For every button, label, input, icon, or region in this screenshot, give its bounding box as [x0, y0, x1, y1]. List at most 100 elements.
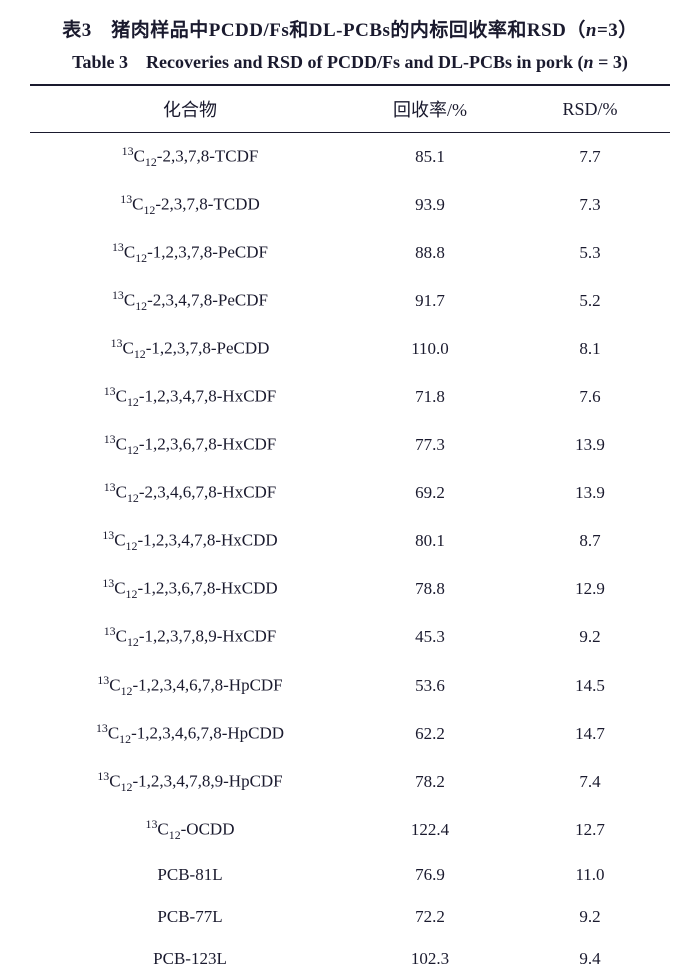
isotope-mass: 13	[96, 721, 108, 735]
isotope-element: C	[116, 627, 127, 646]
compound-suffix: -2,3,7,8-TCDD	[155, 195, 259, 214]
compound-suffix: -2,3,7,8-TCDF	[157, 147, 259, 166]
table-row: 13C12-2,3,7,8-TCDD93.97.3	[30, 181, 670, 229]
isotope-mass: 13	[112, 288, 124, 302]
cell-compound: 13C12-2,3,4,7,8-PeCDF	[30, 277, 350, 325]
caption-zh-text: 猪肉样品中PCDD/Fs和DL-PCBs的内标回收率和RSD（	[111, 20, 586, 41]
compound-suffix: -OCDD	[181, 819, 235, 838]
isotope-mass: 13	[112, 240, 124, 254]
table-row: 13C12-1,2,3,7,8-PeCDD110.08.1	[30, 325, 670, 373]
isotope-element: C	[114, 531, 125, 550]
isotope-element: C	[124, 291, 135, 310]
cell-recovery: 69.2	[350, 469, 510, 517]
cell-rsd: 8.7	[510, 517, 670, 565]
cell-compound: 13C12-1,2,3,7,8,9-HxCDF	[30, 613, 350, 661]
caption-zh-label: 表3	[62, 20, 92, 41]
cell-compound: 13C12-1,2,3,6,7,8-HxCDF	[30, 421, 350, 469]
cell-recovery: 53.6	[350, 662, 510, 710]
table-row: 13C12-1,2,3,4,6,7,8-HpCDF53.614.5	[30, 662, 670, 710]
cell-recovery: 80.1	[350, 517, 510, 565]
isotope-count: 12	[121, 684, 133, 698]
isotope-element: C	[122, 339, 133, 358]
isotope-element: C	[109, 771, 120, 790]
compound-suffix: -1,2,3,4,7,8,9-HpCDF	[132, 771, 282, 790]
isotope-count: 12	[126, 539, 138, 553]
cell-compound: 13C12-1,2,3,4,6,7,8-HpCDD	[30, 710, 350, 758]
table-row: 13C12-2,3,7,8-TCDF85.17.7	[30, 133, 670, 182]
isotope-count: 12	[145, 155, 157, 169]
table-row: 13C12-1,2,3,4,7,8-HxCDF71.87.6	[30, 373, 670, 421]
cell-compound: PCB-81L	[30, 854, 350, 896]
caption-zh-n: n	[586, 20, 597, 41]
cell-rsd: 14.7	[510, 710, 670, 758]
cell-rsd: 12.7	[510, 806, 670, 854]
isotope-element: C	[114, 579, 125, 598]
table-row: 13C12-1,2,3,6,7,8-HxCDD78.812.9	[30, 565, 670, 613]
cell-rsd: 7.7	[510, 133, 670, 182]
cell-compound: 13C12-1,2,3,7,8-PeCDD	[30, 325, 350, 373]
cell-recovery: 78.8	[350, 565, 510, 613]
cell-recovery: 91.7	[350, 277, 510, 325]
cell-compound: 13C12-1,2,3,6,7,8-HxCDD	[30, 565, 350, 613]
cell-recovery: 76.9	[350, 854, 510, 896]
cell-recovery: 85.1	[350, 133, 510, 182]
isotope-count: 12	[127, 636, 139, 650]
header-rsd: RSD/%	[510, 85, 670, 133]
cell-recovery: 93.9	[350, 181, 510, 229]
recovery-table: 化合物 回收率/% RSD/% 13C12-2,3,7,8-TCDF85.17.…	[30, 84, 670, 980]
compound-suffix: -1,2,3,7,8-PeCDD	[146, 339, 270, 358]
isotope-mass: 13	[104, 384, 116, 398]
cell-recovery: 122.4	[350, 806, 510, 854]
isotope-count: 12	[121, 780, 133, 794]
cell-compound: 13C12-2,3,7,8-TCDF	[30, 133, 350, 182]
table-row: PCB-77L72.29.2	[30, 896, 670, 938]
isotope-mass: 13	[146, 817, 158, 831]
cell-rsd: 9.4	[510, 938, 670, 980]
cell-rsd: 5.3	[510, 229, 670, 277]
cell-compound: 13C12-1,2,3,7,8-PeCDF	[30, 229, 350, 277]
table-row: 13C12-OCDD 122.412.7	[30, 806, 670, 854]
cell-recovery: 78.2	[350, 758, 510, 806]
table-row: 13C12-1,2,3,4,7,8,9-HpCDF78.27.4	[30, 758, 670, 806]
caption-en-n: n	[584, 52, 594, 72]
compound-name: PCB-81L	[157, 865, 222, 884]
table-row: 13C12-1,2,3,7,8,9-HxCDF45.39.2	[30, 613, 670, 661]
isotope-element: C	[116, 483, 127, 502]
cell-compound: PCB-123L	[30, 938, 350, 980]
isotope-count: 12	[127, 443, 139, 457]
table-header-row: 化合物 回收率/% RSD/%	[30, 85, 670, 133]
cell-recovery: 62.2	[350, 710, 510, 758]
cell-rsd: 7.3	[510, 181, 670, 229]
isotope-mass: 13	[102, 528, 114, 542]
isotope-element: C	[116, 387, 127, 406]
caption-chinese: 表3 猪肉样品中PCDD/Fs和DL-PCBs的内标回收率和RSD（n=3）	[30, 15, 670, 42]
cell-compound: 13C12-2,3,7,8-TCDD	[30, 181, 350, 229]
isotope-mass: 13	[97, 769, 109, 783]
cell-rsd: 13.9	[510, 469, 670, 517]
cell-rsd: 12.9	[510, 565, 670, 613]
table-row: PCB-123L102.39.4	[30, 938, 670, 980]
compound-suffix: -1,2,3,7,8-PeCDF	[147, 243, 268, 262]
isotope-element: C	[124, 243, 135, 262]
cell-compound: 13C12-1,2,3,4,6,7,8-HpCDF	[30, 662, 350, 710]
cell-rsd: 11.0	[510, 854, 670, 896]
isotope-mass: 13	[120, 192, 132, 206]
table-row: 13C12-1,2,3,7,8-PeCDF88.85.3	[30, 229, 670, 277]
isotope-mass: 13	[104, 432, 116, 446]
cell-recovery: 110.0	[350, 325, 510, 373]
isotope-count: 12	[119, 732, 131, 746]
compound-suffix: -2,3,4,6,7,8-HxCDF	[139, 483, 276, 502]
compound-suffix: -2,3,4,7,8-PeCDF	[147, 291, 268, 310]
isotope-count: 12	[134, 347, 146, 361]
cell-rsd: 9.2	[510, 896, 670, 938]
table-row: 13C12-1,2,3,4,7,8-HxCDD80.18.7	[30, 517, 670, 565]
caption-en-tail: = 3)	[594, 52, 628, 72]
cell-compound: 13C12-2,3,4,6,7,8-HxCDF	[30, 469, 350, 517]
compound-suffix: -1,2,3,4,6,7,8-HpCDF	[132, 675, 282, 694]
isotope-element: C	[157, 819, 168, 838]
table-row: 13C12-2,3,4,6,7,8-HxCDF69.213.9	[30, 469, 670, 517]
cell-recovery: 77.3	[350, 421, 510, 469]
isotope-element: C	[116, 435, 127, 454]
table-row: 13C12-1,2,3,4,6,7,8-HpCDD62.214.7	[30, 710, 670, 758]
isotope-count: 12	[169, 828, 181, 842]
